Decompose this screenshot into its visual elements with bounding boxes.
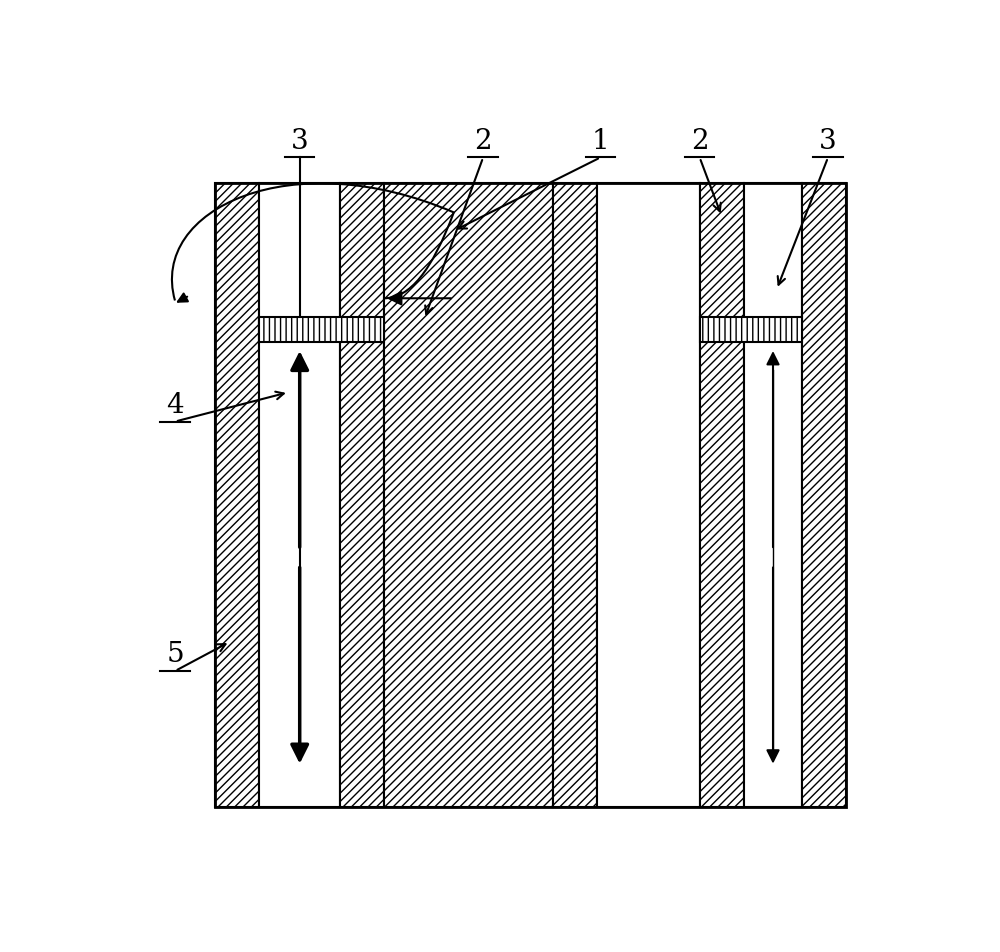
Text: 3: 3 <box>291 128 309 154</box>
Bar <box>259 318 384 343</box>
Bar <box>259 184 340 807</box>
Bar <box>597 184 700 807</box>
Bar <box>215 184 846 807</box>
Text: 4: 4 <box>166 391 184 419</box>
Bar <box>700 184 744 807</box>
Bar <box>340 184 384 807</box>
Bar <box>744 184 802 807</box>
Text: 3: 3 <box>819 128 837 154</box>
Bar <box>215 184 259 807</box>
Bar <box>802 184 846 807</box>
Bar <box>553 184 597 807</box>
Bar <box>700 318 802 343</box>
Text: 5: 5 <box>166 641 184 667</box>
Text: 1: 1 <box>592 128 609 154</box>
Text: 2: 2 <box>474 128 492 154</box>
Bar <box>384 184 553 807</box>
Text: 2: 2 <box>691 128 708 154</box>
